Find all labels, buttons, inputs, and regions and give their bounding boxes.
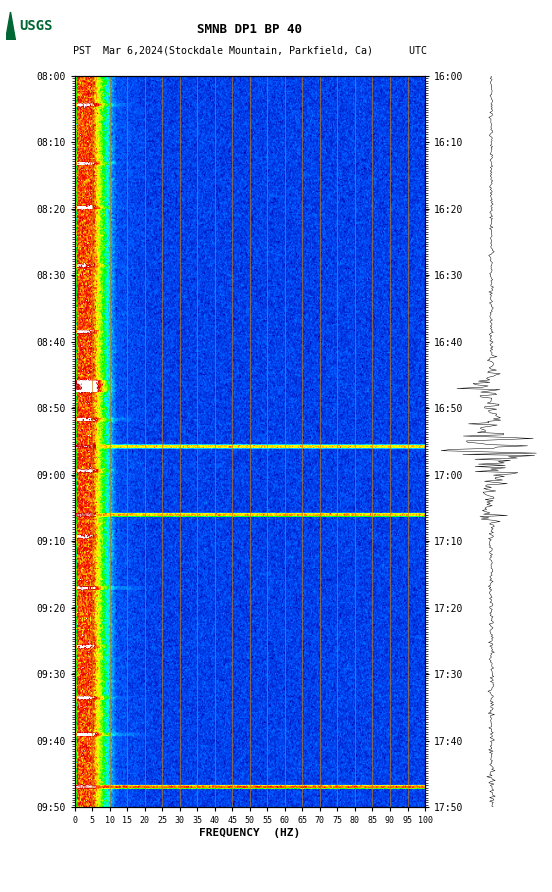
Polygon shape (6, 12, 15, 40)
Text: USGS: USGS (19, 19, 53, 33)
X-axis label: FREQUENCY  (HZ): FREQUENCY (HZ) (199, 828, 300, 838)
Text: PST  Mar 6,2024(Stockdale Mountain, Parkfield, Ca)      UTC: PST Mar 6,2024(Stockdale Mountain, Parkf… (73, 45, 427, 55)
Text: SMNB DP1 BP 40: SMNB DP1 BP 40 (197, 22, 302, 36)
